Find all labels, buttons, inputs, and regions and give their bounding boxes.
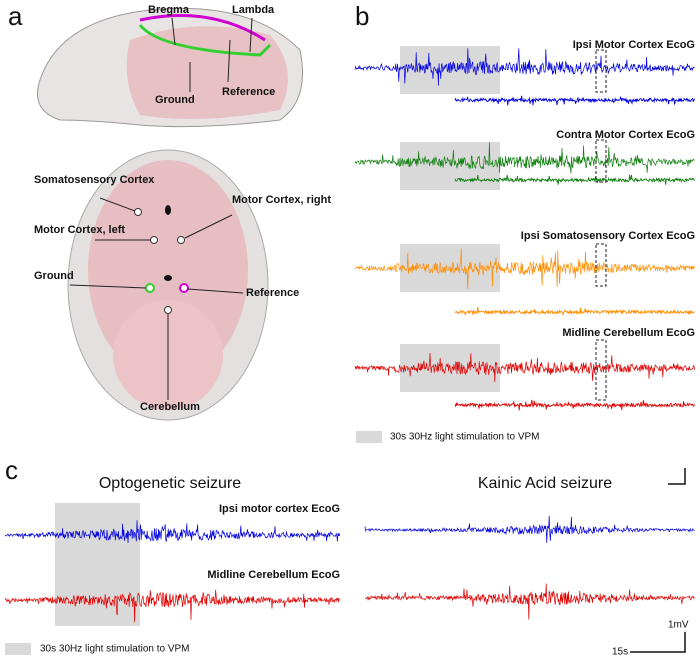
label: Motor Cortex, right xyxy=(232,194,331,206)
trace-label: Ipsi Motor Cortex EcoG xyxy=(573,39,695,51)
label: Lambda xyxy=(232,4,275,16)
eeg-trace xyxy=(364,583,695,620)
subtitle: Kainic Acid seizure xyxy=(478,475,612,492)
eeg-trace xyxy=(455,306,695,316)
stimulation-shading xyxy=(400,46,500,392)
legend-text: 30s 30Hz light stimulation to VPM xyxy=(40,644,190,655)
panel-letter: c xyxy=(5,455,18,485)
eeg-trace xyxy=(454,95,695,106)
leader-line xyxy=(69,197,244,400)
panel-letter: a xyxy=(8,1,23,31)
label: Reference xyxy=(246,287,299,299)
label: Bregma xyxy=(148,4,190,16)
trace-label: Midline Cerebellum EcoG xyxy=(562,327,695,339)
panel-letter: b xyxy=(355,1,369,31)
trace-label: Ipsi Somatosensory Cortex EcoG xyxy=(521,230,695,242)
scale-label: 1mV xyxy=(668,620,689,631)
eeg-trace xyxy=(454,399,695,411)
eeg-trace xyxy=(354,248,695,290)
label: Somatosensory Cortex xyxy=(34,174,155,186)
eeg-trace xyxy=(354,142,695,174)
trace-label: Midline Cerebellum EcoG xyxy=(207,569,340,581)
subtitle: Optogenetic seizure xyxy=(99,475,241,492)
trace-label: Contra Motor Cortex EcoG xyxy=(556,129,695,141)
label: Ground xyxy=(34,270,74,282)
scale-bar xyxy=(630,632,686,653)
scale-bar xyxy=(668,468,686,485)
trace-label: Ipsi motor cortex EcoG xyxy=(219,503,340,515)
leader-line xyxy=(171,17,253,92)
scale-label: 15s xyxy=(612,647,628,658)
label: Cerebellum xyxy=(140,401,200,413)
legend-text: 30s 30Hz light stimulation to VPM xyxy=(390,432,540,443)
eeg-trace xyxy=(364,515,695,544)
label: Reference xyxy=(222,86,275,98)
legend-swatch xyxy=(5,643,31,655)
eeg-trace xyxy=(4,520,341,543)
label: Ground xyxy=(155,94,195,106)
eeg-trace xyxy=(354,352,695,383)
eeg-trace xyxy=(4,589,340,623)
skull-illustration xyxy=(37,7,303,128)
stimulation-shading xyxy=(55,503,140,626)
eeg-trace xyxy=(354,48,695,86)
legend-swatch xyxy=(356,431,382,443)
eeg-trace xyxy=(454,174,695,185)
label: Motor Cortex, left xyxy=(34,224,125,236)
zoom-box xyxy=(595,49,607,401)
